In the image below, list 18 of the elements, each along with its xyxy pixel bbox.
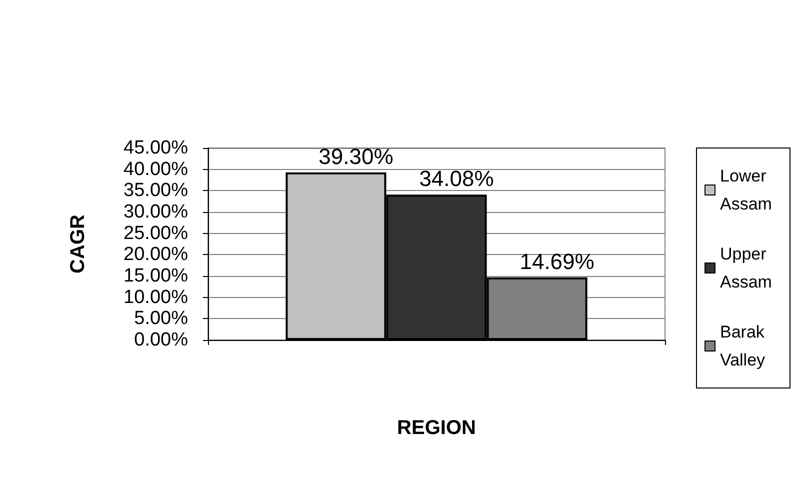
y-tick-label: 35.00%: [124, 180, 188, 202]
y-tick-label: 15.00%: [124, 266, 188, 286]
legend-label: Lower Assam: [720, 166, 772, 214]
y-axis-title: CAGR: [67, 214, 89, 274]
y-tick-label: 5.00%: [134, 308, 188, 330]
legend-label: Barak Valley: [720, 322, 770, 370]
y-tick-label: 10.00%: [124, 286, 188, 308]
y-tick-label: 0.00%: [134, 330, 188, 350]
y-tick-label: 30.00%: [124, 202, 188, 222]
y-tick-label: 45.00%: [124, 138, 188, 158]
data-label: 34.08%: [419, 166, 494, 192]
legend-label: Upper Assam: [720, 244, 772, 292]
y-tick-label: 20.00%: [124, 244, 188, 266]
y-tick-label: 25.00%: [124, 222, 188, 244]
data-label: 14.69%: [520, 248, 594, 274]
x-axis-title: REGION: [397, 417, 476, 439]
data-label: 39.30%: [318, 144, 394, 169]
y-tick-label: 40.00%: [124, 158, 188, 180]
